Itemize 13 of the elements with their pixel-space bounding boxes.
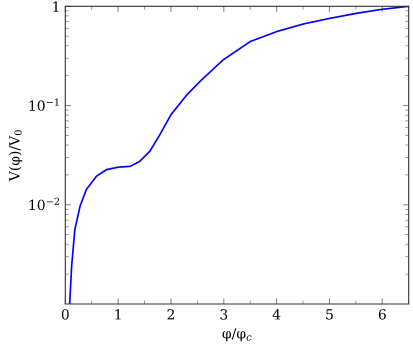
- x-tick-label: 2: [167, 309, 174, 320]
- x-tick-label: 1: [115, 309, 121, 320]
- x-tick-label: 4: [272, 309, 280, 320]
- y-tick-label: 10$^{−1}$: [30, 98, 59, 111]
- line-series: [68, 6, 409, 304]
- y-tick-label: 1: [53, 1, 58, 12]
- x-axis-title: φ/φ$_{c}$: [222, 328, 252, 342]
- y-tick-label: 10$^{−2}$: [30, 198, 60, 210]
- x-tick-label: 5: [326, 309, 333, 320]
- x-tick-label: 6: [378, 309, 386, 320]
- y-axis-title: V(φ)/V$_{0}$: [8, 130, 22, 182]
- x-tick-label: 3: [220, 309, 228, 320]
- x-tick-label: 0: [62, 309, 69, 320]
